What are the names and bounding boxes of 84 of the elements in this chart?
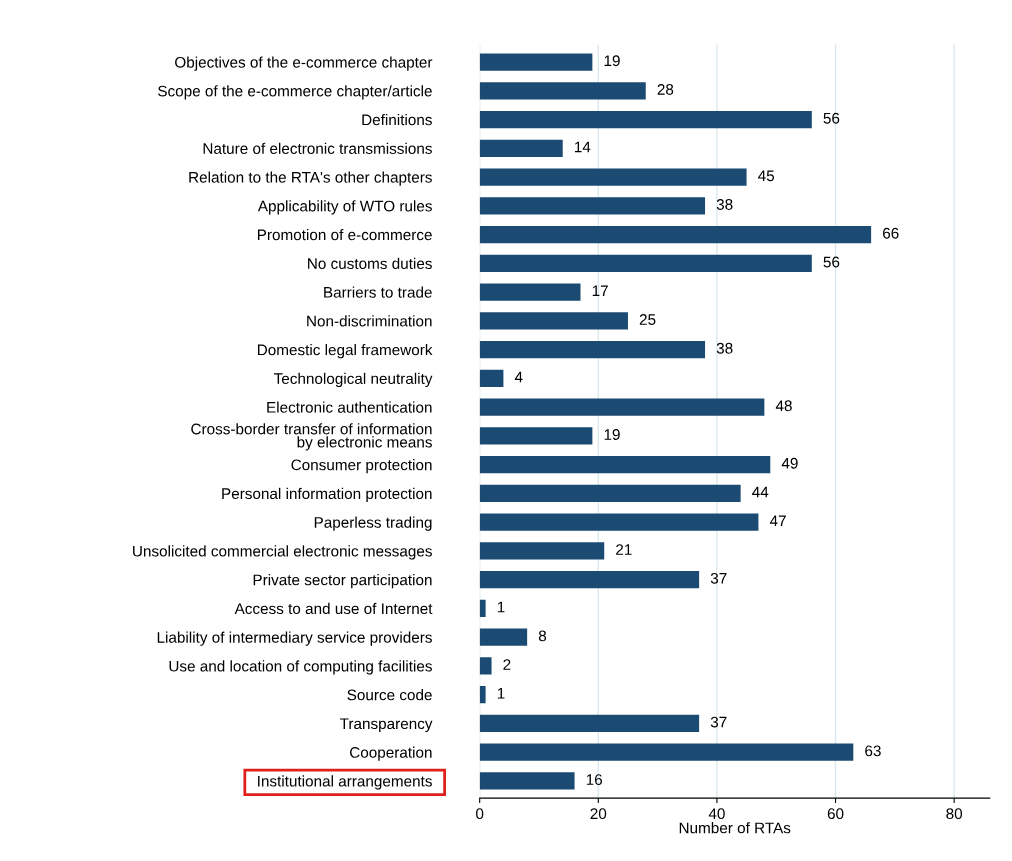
y-tick-label: Liability of intermediary service providers [157,631,432,646]
bar [479,599,486,617]
y-tick-label: Transparency [339,718,433,733]
data-label: 49 [781,457,798,469]
y-tick-label: Non-discrimination [307,315,432,327]
data-label: 19 [604,55,620,67]
bar [479,398,765,416]
y-tick-label: No customs duties [308,257,432,269]
y-tick-label: Access to and use of Internet [234,602,433,615]
bar [479,312,628,330]
data-label: 14 [575,141,591,153]
bar [479,197,706,215]
bar [479,686,486,704]
data-label: 1 [497,601,505,613]
y-tick-label: Objectives of the e-commerce chapter [175,56,433,71]
y-tick-label: Nature of electronic transmissions [203,142,432,154]
x-tick-label: 60 [827,808,844,820]
data-label: 45 [758,170,775,182]
y-tick-label: Electronic authentication [267,401,432,413]
y-tick-label: Technological neutrality [274,372,433,388]
bar [479,254,812,272]
y-tick-label: Personal information protection [222,487,432,503]
y-tick-label: Promotion of e-commerce [257,229,432,241]
y-tick-label: Definitions [362,114,432,126]
x-tick-label: 40 [708,808,725,820]
data-label: 2 [503,659,511,670]
y-tick-label: Scope of the e-commerce chapter/article [158,85,432,100]
bar [479,628,528,646]
y-tick-label: Relation to the RTA's other chapters [189,171,432,186]
y-tick-label: Private sector participation [253,574,432,589]
data-label: 56 [823,112,840,124]
bar [479,772,575,790]
x-tick-label: 0 [476,808,484,820]
bar [479,542,605,560]
bar [479,743,854,761]
data-label: 48 [775,400,792,412]
y-tick-label: Use and location of computing facilities [169,660,432,675]
bar [479,455,771,474]
data-label: 4 [514,371,523,383]
data-label: 16 [586,774,603,785]
data-label: 37 [710,716,727,728]
data-label: 25 [639,314,656,325]
y-tick-label: Applicability of WTO rules [257,200,432,215]
data-label: 63 [865,745,881,757]
y-tick-label: Source code [347,689,432,701]
y-tick-label: Cross-border transfer of information by electronic means [191,423,432,451]
y-tick-label: Consumer protection [291,459,432,474]
data-label: 37 [710,572,727,584]
y-tick-label: Paperless trading [314,516,432,531]
y-tick-label: Institutional arrangements [258,775,432,790]
data-label: 17 [592,285,608,297]
x-axis-title: Number of RTAs [679,822,791,834]
data-label: 56 [823,256,840,268]
y-tick-label: Barriers to trade [324,286,432,298]
bar [479,225,872,244]
data-label: 8 [538,630,547,642]
bar [479,82,646,100]
x-tick-label: 80 [946,808,963,820]
data-label: 1 [497,688,505,699]
data-label: 47 [769,515,786,527]
data-label: 28 [657,84,674,95]
y-tick-label: Domestic legal framework [257,344,433,359]
bar [479,283,581,301]
data-label: 38 [716,342,733,354]
data-label: 19 [604,429,620,440]
bar [479,168,747,186]
bar [479,570,700,589]
y-tick-label: Unsolicited commercial electronic messages [133,545,432,560]
bar [479,139,563,157]
data-label: 44 [752,486,769,498]
bar [479,110,812,129]
bar [479,369,504,387]
bar [479,484,741,502]
bar [479,657,492,675]
bar [479,53,593,71]
data-label: 38 [716,199,733,210]
bar [479,714,700,733]
data-label: 66 [883,227,899,239]
x-tick-label: 20 [590,808,607,820]
y-tick-label: Cooperation [350,746,432,761]
data-label: 21 [616,544,632,555]
bar [479,427,593,445]
bar [479,513,759,531]
bar [479,340,706,359]
